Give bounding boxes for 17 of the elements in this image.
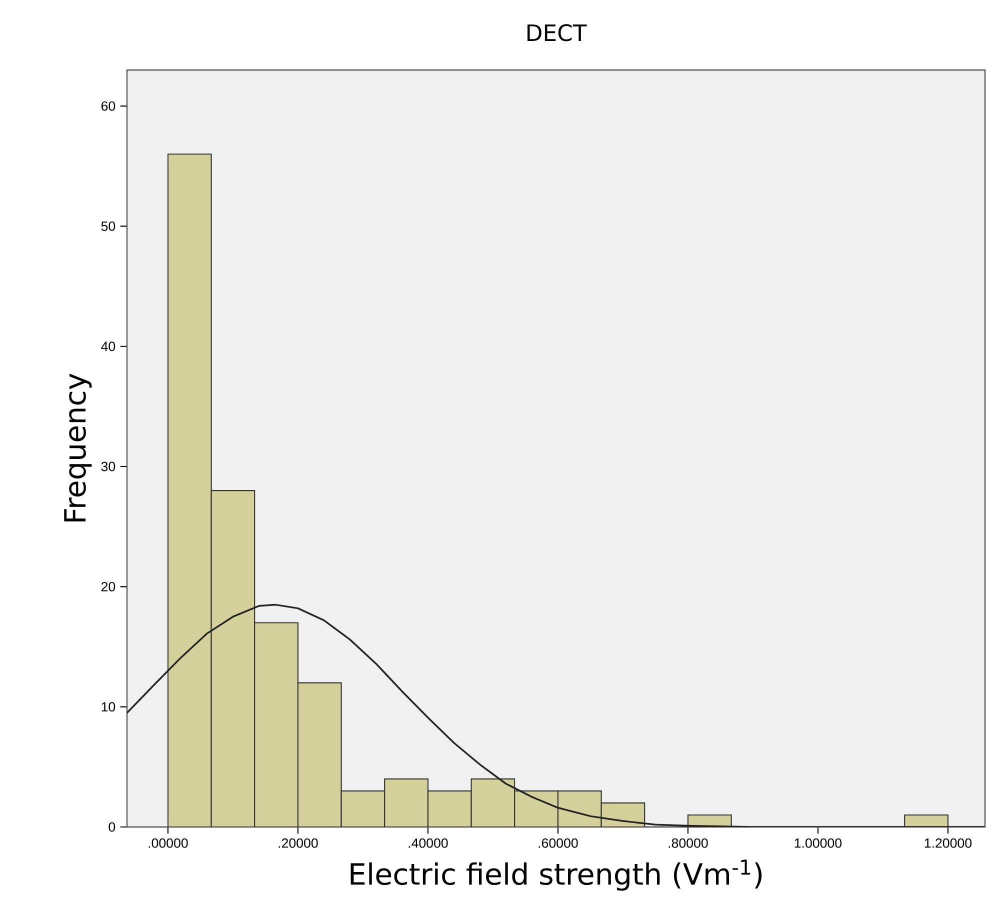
x-tick-label: .20000 bbox=[278, 838, 318, 848]
y-tick-label: 0 bbox=[108, 822, 116, 832]
y-tick-label: 30 bbox=[101, 462, 116, 472]
y-tick-label: 50 bbox=[101, 221, 116, 231]
x-tick-label: 1.00000 bbox=[794, 838, 842, 848]
x-tick-label: .40000 bbox=[408, 838, 448, 848]
y-axis-title: Frequency bbox=[64, 374, 92, 522]
x-tick-label: .00000 bbox=[148, 838, 188, 848]
y-tick-label: 60 bbox=[101, 101, 116, 111]
y-tick-label: 20 bbox=[101, 582, 116, 592]
x-tick-label: .60000 bbox=[538, 838, 578, 848]
x-tick-label: .80000 bbox=[668, 838, 708, 848]
chart-title: DECT bbox=[528, 24, 587, 42]
x-tick-label: 1.20000 bbox=[924, 838, 972, 848]
y-tick-label: 40 bbox=[101, 342, 116, 352]
x-axis-title: Electric field strength (Vm$^{-1}$) bbox=[350, 860, 762, 891]
y-tick-label: 10 bbox=[102, 702, 116, 712]
